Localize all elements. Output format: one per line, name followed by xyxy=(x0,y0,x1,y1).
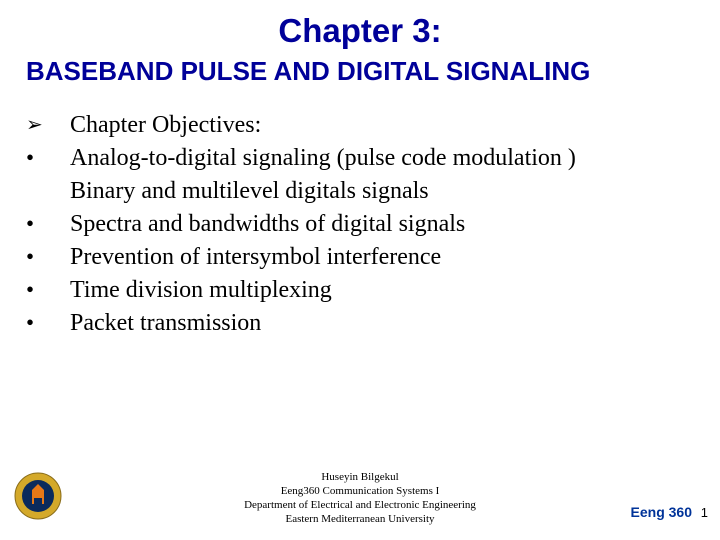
footer-course: Eeng360 Communication Systems I xyxy=(0,484,720,498)
arrow-bullet-icon: ➢ xyxy=(26,109,70,141)
list-item: • Analog-to-digital signaling (pulse cod… xyxy=(26,142,700,174)
footer-dept: Department of Electrical and Electronic … xyxy=(0,498,720,512)
list-item-text: Binary and multilevel digitals signals xyxy=(70,175,429,207)
list-item-text: Packet transmission xyxy=(70,307,261,339)
list-item: • Packet transmission xyxy=(26,307,700,339)
objectives-header: Chapter Objectives: xyxy=(70,109,261,141)
content-area: ➢ Chapter Objectives: • Analog-to-digita… xyxy=(26,109,700,339)
list-item-text: Time division multiplexing xyxy=(70,274,332,306)
dot-bullet-icon: • xyxy=(26,307,70,339)
list-item-text: Analog-to-digital signaling (pulse code … xyxy=(70,142,576,174)
dot-bullet-icon: • xyxy=(26,241,70,273)
footer-uni: Eastern Mediterranean University xyxy=(0,512,720,526)
list-item: • Time division multiplexing xyxy=(26,274,700,306)
chapter-title: Chapter 3: xyxy=(20,12,700,50)
dot-bullet-icon: • xyxy=(26,274,70,306)
list-item: • Prevention of intersymbol interference xyxy=(26,241,700,273)
page-number: 1 xyxy=(701,505,708,520)
list-item: • Spectra and bandwidths of digital sign… xyxy=(26,208,700,240)
list-item-text: Prevention of intersymbol interference xyxy=(70,241,441,273)
course-code: Eeng 360 xyxy=(631,504,692,520)
list-item: Binary and multilevel digitals signals xyxy=(26,175,700,207)
list-item-text: Spectra and bandwidths of digital signal… xyxy=(70,208,465,240)
chapter-subtitle: BASEBAND PULSE AND DIGITAL SIGNALING xyxy=(26,56,700,87)
dot-bullet-icon: • xyxy=(26,142,70,174)
slide: Chapter 3: BASEBAND PULSE AND DIGITAL SI… xyxy=(0,0,720,540)
footer-author: Huseyin Bilgekul xyxy=(0,470,720,484)
dot-bullet-icon: • xyxy=(26,208,70,240)
footer: Huseyin Bilgekul Eeng360 Communication S… xyxy=(0,470,720,526)
objectives-header-row: ➢ Chapter Objectives: xyxy=(26,109,700,141)
